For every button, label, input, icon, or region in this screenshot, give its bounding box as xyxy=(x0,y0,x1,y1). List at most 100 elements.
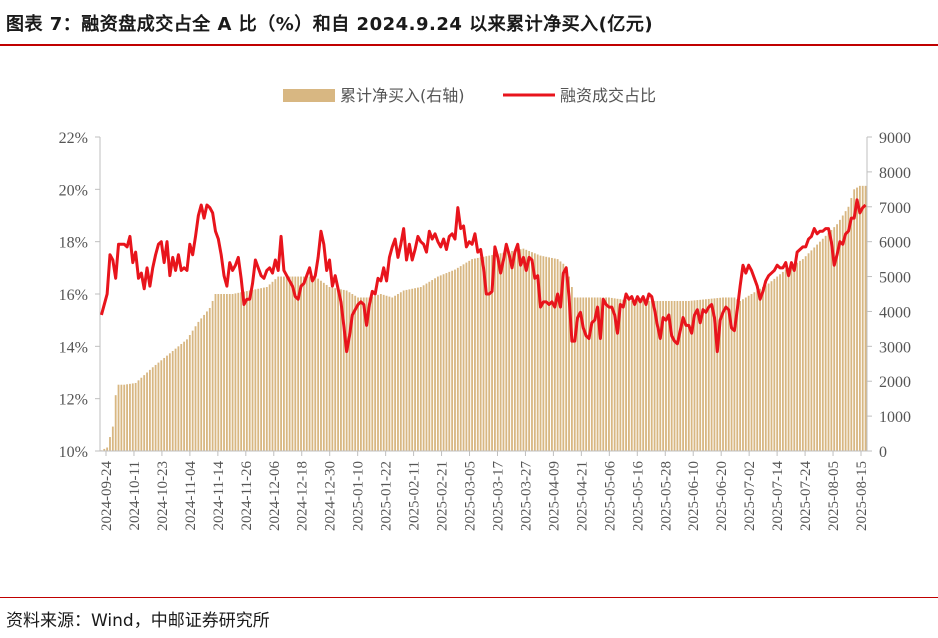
left-tick-label: 14% xyxy=(59,339,88,356)
bar xyxy=(140,377,143,451)
bar xyxy=(305,276,308,451)
x-tick-label: 2025-07-24 xyxy=(798,461,814,531)
bar xyxy=(647,300,650,451)
bar xyxy=(670,300,673,451)
bar xyxy=(188,334,191,451)
bar xyxy=(579,297,582,451)
bar xyxy=(813,247,816,451)
bar xyxy=(251,289,254,451)
x-tick-label: 2025-07-14 xyxy=(770,461,786,531)
bar xyxy=(311,276,314,451)
bar xyxy=(488,255,491,451)
bar xyxy=(699,299,702,451)
bar xyxy=(388,296,391,451)
bar xyxy=(622,299,625,451)
bar xyxy=(665,300,667,451)
bar xyxy=(628,300,630,451)
x-tick-label: 2025-05-28 xyxy=(658,461,674,531)
bar xyxy=(776,276,779,451)
bar xyxy=(633,300,636,451)
bar xyxy=(154,364,157,451)
right-tick-label: 9000 xyxy=(879,130,911,147)
bar xyxy=(143,375,146,451)
bar xyxy=(864,185,867,451)
bar xyxy=(790,266,793,451)
x-tick-label: 2025-03-27 xyxy=(518,461,534,531)
bar xyxy=(519,249,522,451)
bar xyxy=(157,362,160,451)
bar xyxy=(214,294,217,451)
bar xyxy=(753,292,756,451)
left-tick-label: 22% xyxy=(59,130,88,147)
bar xyxy=(260,288,263,451)
bar xyxy=(126,384,128,451)
bar xyxy=(590,297,593,451)
bar xyxy=(302,276,305,451)
bar xyxy=(425,283,428,451)
legend: 累计净买入(右轴) 融资成交占比 xyxy=(283,86,656,105)
bar xyxy=(342,289,345,451)
left-tick-label: 18% xyxy=(59,235,88,252)
bar xyxy=(588,297,590,451)
bar xyxy=(565,266,568,451)
bar xyxy=(505,252,508,451)
bar xyxy=(391,297,394,451)
x-tick-label: 2025-01-10 xyxy=(351,461,367,531)
bar xyxy=(545,256,548,451)
bar xyxy=(240,292,243,451)
bar xyxy=(556,259,559,451)
bar xyxy=(733,297,736,451)
bar xyxy=(816,244,819,451)
bar xyxy=(408,289,411,451)
bar xyxy=(539,255,542,451)
x-tick-label: 2024-12-30 xyxy=(323,461,339,531)
line-path xyxy=(99,198,867,354)
bar xyxy=(456,267,459,451)
bar xyxy=(337,288,339,451)
bar xyxy=(787,267,790,451)
bar xyxy=(716,298,719,451)
x-tick-label: 2025-03-05 xyxy=(463,461,479,531)
bar xyxy=(642,300,645,451)
bar xyxy=(294,276,297,451)
bar xyxy=(436,276,439,451)
bar xyxy=(322,282,325,451)
bar xyxy=(365,297,368,451)
bar xyxy=(493,254,496,451)
bar xyxy=(394,295,397,451)
bar xyxy=(223,294,225,451)
bar xyxy=(225,294,228,451)
bar xyxy=(285,276,288,451)
bar xyxy=(836,224,838,451)
bar xyxy=(491,255,493,451)
bar xyxy=(377,294,379,451)
bar xyxy=(650,300,653,451)
bar xyxy=(148,369,151,451)
bar xyxy=(123,384,126,451)
bar xyxy=(331,287,334,451)
x-tick-label: 2025-08-05 xyxy=(826,461,842,531)
bar xyxy=(405,289,408,451)
x-tick-label: 2024-12-06 xyxy=(267,461,283,531)
x-tick-label: 2025-05-06 xyxy=(602,461,618,531)
right-tick-label: 8000 xyxy=(879,165,911,182)
bar xyxy=(608,297,610,451)
x-tick-label: 2025-04-21 xyxy=(574,461,590,531)
bar xyxy=(827,232,830,451)
bar xyxy=(830,230,833,451)
bar xyxy=(354,295,357,451)
bar xyxy=(533,253,536,451)
bar xyxy=(291,276,294,451)
bar xyxy=(402,290,405,451)
bar xyxy=(462,264,465,451)
bar xyxy=(103,448,106,451)
x-tick-label: 2024-11-26 xyxy=(239,461,255,531)
bar xyxy=(662,300,665,451)
bar xyxy=(474,258,476,451)
bar xyxy=(850,198,853,451)
bar xyxy=(659,300,662,451)
right-tick-label: 1000 xyxy=(879,409,911,426)
bar xyxy=(796,262,799,451)
x-tick-label: 2025-07-02 xyxy=(742,461,758,531)
bar xyxy=(767,283,770,451)
